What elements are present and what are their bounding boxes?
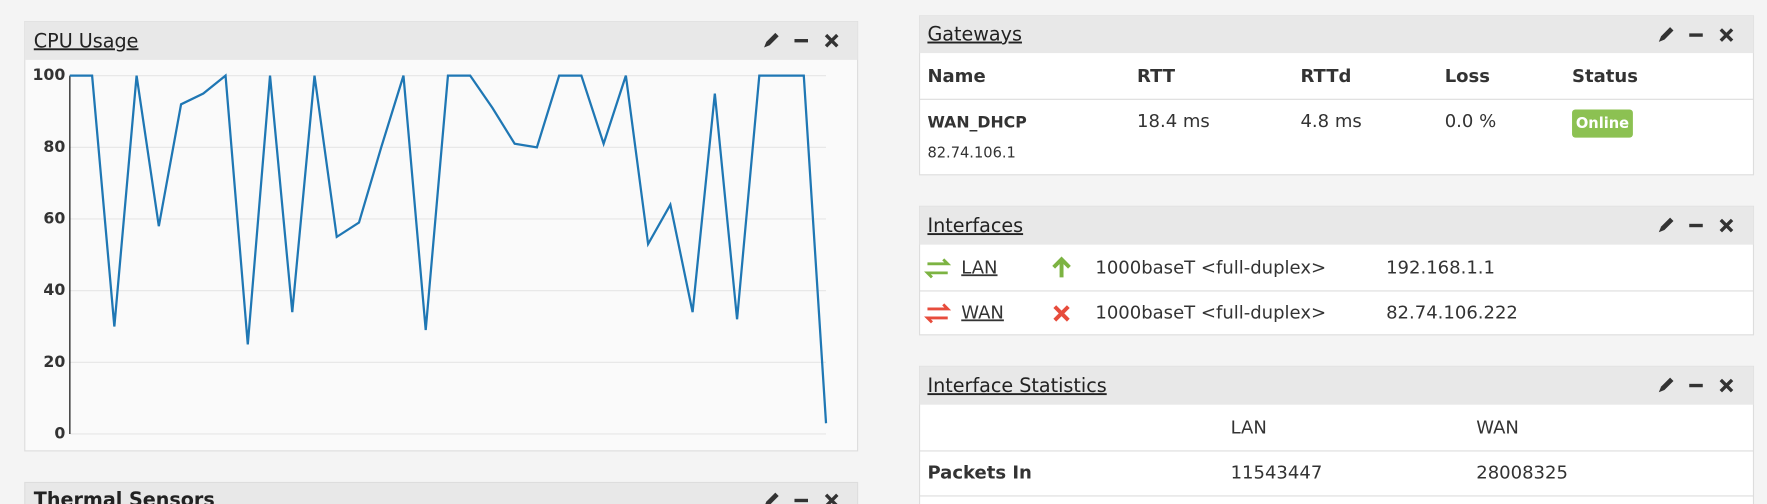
column-header: RTT [1137,66,1176,87]
minimize-button[interactable] [1689,33,1703,37]
close-button[interactable] [1719,378,1734,393]
cpu-line [69,73,828,424]
column-header: Name [927,66,985,87]
status-down-icon [1053,305,1070,322]
y-tick-label: 0 [54,423,65,442]
status-up-icon [1052,256,1071,278]
interface-ip: 192.168.1.1 [1386,257,1495,278]
panel-title[interactable]: Interfaces [927,214,1023,237]
minimize-button[interactable] [1689,223,1703,228]
close-button[interactable] [824,33,839,48]
interface-name[interactable]: LAN [961,257,997,278]
gateway-rttd: 4.8 ms [1300,111,1361,132]
edit-button[interactable] [764,32,779,48]
panel-title[interactable]: CPU Usage [34,29,139,52]
gateway-status: Online [1576,115,1629,132]
panel-title[interactable]: Gateways [927,23,1022,46]
gateway-rtt: 18.4 ms [1137,111,1210,132]
minimize-button[interactable] [794,39,808,43]
link-icon [924,258,952,279]
interface-media: 1000baseT <full-duplex> [1095,302,1326,323]
panel-header [24,481,859,504]
column-header: WAN [1476,417,1519,438]
y-tick-label: 20 [43,352,65,371]
panel [24,20,859,452]
column-header: RTTd [1300,66,1351,87]
panel-header [919,15,1754,54]
close-button[interactable] [1719,28,1734,42]
panel-header [919,206,1754,245]
interface-media: 1000baseT <full-duplex> [1095,257,1326,278]
minimize-button[interactable] [1689,383,1703,388]
y-tick-label: 100 [32,65,65,84]
gateway-address: 82.74.106.1 [927,144,1015,161]
row-label: Packets In [927,462,1031,483]
column-header: Loss [1445,66,1490,87]
y-tick-label: 60 [43,208,65,227]
status-badge [1572,109,1633,138]
close-button[interactable] [1719,218,1734,233]
stat-value: 11543447 [1231,462,1323,483]
edit-button[interactable] [764,492,779,504]
interface-ip: 82.74.106.222 [1386,302,1518,323]
panel-title[interactable]: Thermal Sensors [34,488,215,504]
y-tick-label: 40 [43,280,65,299]
gateway-name: WAN_DHCP [927,112,1026,131]
close-button[interactable] [824,493,839,504]
edit-button[interactable] [1658,377,1674,393]
column-header: Status [1572,66,1638,87]
link-icon [924,303,952,324]
edit-button[interactable] [1658,27,1674,42]
panel-title[interactable]: Interface Statistics [927,374,1106,397]
interface-name[interactable]: WAN [961,302,1004,323]
panel-header [919,366,1754,405]
minimize-button[interactable] [794,498,808,503]
y-tick-label: 80 [43,137,65,156]
gateway-loss: 0.0 % [1445,111,1497,132]
panel-header [24,21,858,60]
column-header: LAN [1231,417,1267,438]
stat-value: 28008325 [1476,462,1568,483]
edit-button[interactable] [1658,217,1674,233]
